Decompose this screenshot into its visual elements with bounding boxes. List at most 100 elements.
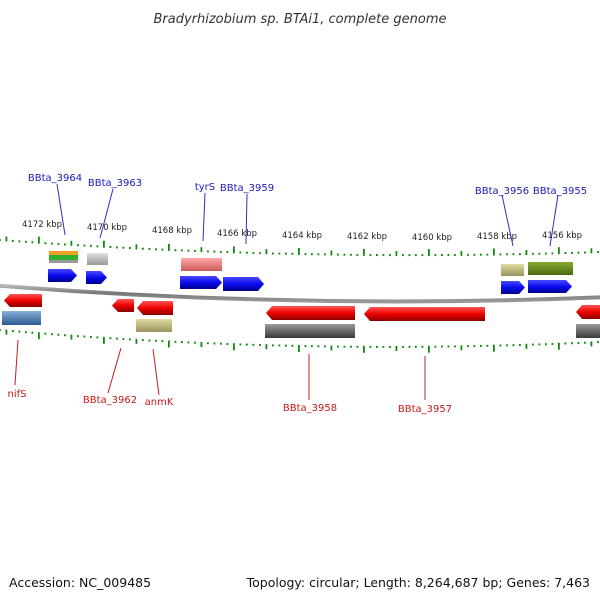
feature-bar-orange[interactable] (49, 251, 78, 255)
tick-dot (467, 345, 469, 348)
tick-dot (207, 250, 209, 253)
tick-dot (350, 345, 352, 348)
tick-dot (441, 345, 443, 348)
minor-tick (5, 329, 8, 335)
tick-dot (174, 340, 177, 343)
tick-dot (291, 252, 294, 255)
gene-arrow-bbta-3959[interactable] (223, 277, 264, 291)
major-tick (558, 342, 560, 350)
major-tick (38, 236, 40, 244)
tick-dot (389, 345, 391, 348)
tick-dot (402, 254, 404, 257)
gene-arrow-anmk[interactable] (137, 301, 173, 315)
feature-bar-dark-gray[interactable] (265, 324, 355, 338)
gene-arrow-tyrs[interactable] (180, 276, 222, 289)
gene-label-bbta-3957[interactable]: BBta_3957 (398, 404, 452, 415)
tick-dot (382, 254, 385, 257)
gene-arrow-bbta-3963[interactable] (86, 271, 107, 284)
gene-label-bbta-3964[interactable]: BBta_3964 (28, 173, 82, 184)
tick-dot (77, 335, 79, 338)
gene-label-anmk[interactable]: anmK (145, 397, 174, 408)
gene-arrow-nifs[interactable] (4, 294, 42, 307)
tick-dot (538, 343, 541, 346)
tick-dot (148, 248, 151, 250)
major-tick (168, 340, 170, 348)
tick-dot (571, 251, 573, 254)
minor-tick (135, 338, 138, 344)
gene-arrow-partial-right[interactable] (576, 305, 600, 319)
tick-dot (291, 344, 294, 347)
minor-tick (265, 249, 268, 255)
major-tick (363, 248, 365, 256)
tick-dot (18, 330, 21, 333)
gene-arrow-bbta-3962[interactable] (112, 299, 134, 312)
genome-backbone (0, 283, 600, 304)
tick-dot (161, 340, 164, 343)
tick-dot (551, 252, 554, 255)
feature-bar-green[interactable] (49, 255, 78, 260)
tick-dot (83, 335, 86, 338)
gene-arrow-bbta-3957[interactable] (364, 307, 485, 321)
tick-dot (194, 249, 196, 252)
tick-dot (187, 341, 190, 344)
kbp-label: 4158 kbp (477, 232, 517, 242)
major-tick (298, 248, 300, 255)
reverse-strand-features (2, 294, 600, 338)
feature-bar-tan[interactable] (501, 264, 524, 276)
gene-label-tyrs[interactable]: tyrS (195, 182, 215, 193)
tick-dot (129, 247, 131, 249)
tick-dot (0, 329, 1, 331)
tick-dot (213, 342, 216, 345)
minor-tick (330, 345, 333, 351)
kbp-label: 4170 kbp (87, 223, 127, 233)
feature-bar-gray[interactable] (49, 260, 78, 263)
major-tick (363, 345, 365, 353)
gene-label-nifs[interactable]: nifS (8, 389, 27, 400)
gene-arrow-bbta-3955[interactable] (528, 280, 572, 293)
tick-dot (96, 245, 99, 248)
tick-dot (317, 345, 320, 348)
gene-arrow-bbta-3958[interactable] (266, 306, 355, 320)
tick-dot (564, 342, 567, 345)
outer-tick-track (0, 236, 599, 257)
minor-tick (70, 240, 73, 246)
gene-arrow-bbta-3956[interactable] (501, 281, 525, 294)
gene-arrow-bbta-3964[interactable] (48, 269, 77, 282)
tick-dot (181, 341, 183, 344)
gene-label-bbta-3962[interactable]: BBta_3962 (83, 395, 137, 406)
gene-label-bbta-3963[interactable]: BBta_3963 (88, 178, 142, 189)
feature-bar-pink[interactable] (181, 258, 222, 271)
minor-tick (330, 250, 333, 256)
kbp-label: 4168 kbp (152, 226, 192, 236)
tick-dot (473, 253, 476, 256)
tick-dot (12, 330, 14, 333)
tick-dot (356, 345, 359, 348)
feature-bar-olive[interactable] (528, 262, 573, 275)
gene-label-bbta-3956[interactable]: BBta_3956 (475, 186, 529, 197)
minor-tick (70, 334, 73, 340)
tick-dot (0, 239, 1, 241)
tick-dot (356, 253, 359, 256)
tick-dot (369, 345, 372, 348)
major-tick (103, 336, 105, 344)
minor-tick (200, 247, 203, 253)
tick-dot (31, 241, 34, 244)
tick-dot (122, 246, 125, 249)
gene-label-bbta-3958[interactable]: BBta_3958 (283, 403, 337, 414)
minor-tick (135, 244, 138, 250)
minor-tick (5, 236, 8, 242)
feature-bar-tan[interactable] (136, 319, 172, 332)
kbp-label: 4166 kbp (217, 229, 257, 239)
feature-bar-dark-gray[interactable] (576, 324, 600, 338)
gene-label-bbta-3959[interactable]: BBta_3959 (220, 183, 274, 194)
feature-bar-steel-blue[interactable] (2, 311, 41, 325)
tick-dot (194, 341, 196, 344)
tick-dot (337, 253, 339, 256)
genome-title: Bradyrhizobium sp. BTAi1, complete genom… (153, 12, 446, 27)
feature-bar-light-gray[interactable] (87, 253, 108, 265)
tick-dot (532, 252, 534, 255)
tick-dot (480, 253, 482, 256)
gene-label-bbta-3955[interactable]: BBta_3955 (533, 186, 587, 197)
tick-dot (421, 345, 424, 348)
